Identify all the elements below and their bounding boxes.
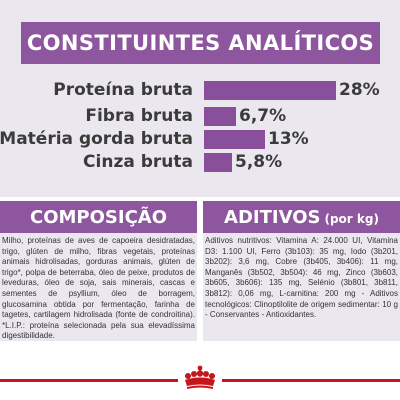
analytics-row-fat: Matéria gorda bruta 13% — [0, 127, 400, 152]
value-bar — [204, 81, 336, 100]
additives-title-text: ADITIVOS — [224, 206, 321, 228]
analytics-title: CONSTITUINTES ANALÍTICOS — [26, 31, 375, 55]
row-value: 28% — [339, 80, 380, 100]
additives-title: ADITIVOS (por kg) — [224, 207, 379, 228]
row-label: Proteína bruta — [53, 80, 193, 100]
additives-header: ADITIVOS (por kg) — [203, 201, 400, 233]
analytics-row-fiber: Fibra bruta 6,7% — [0, 104, 400, 129]
row-label: Fibra bruta — [85, 106, 193, 126]
composition-panel: COMPOSIÇÃO Milho, proteínas de aves de c… — [0, 201, 197, 341]
analytics-row-ash: Cinza bruta 5,8% — [0, 150, 400, 175]
value-bar — [204, 107, 236, 126]
row-label: Matéria gorda bruta — [0, 129, 193, 149]
row-value: 6,7% — [239, 106, 287, 126]
composition-text: Milho, proteínas de aves de capoeira des… — [2, 236, 195, 341]
additives-text: Aditivos nutritivos: Vitamina A: 24.000 … — [205, 236, 398, 320]
crown-logo-icon — [178, 363, 222, 395]
analytics-row-protein: Proteína bruta 28% — [0, 78, 400, 103]
composition-title: COMPOSIÇÃO — [29, 206, 168, 228]
additives-unit: (por kg) — [324, 211, 379, 226]
row-value: 13% — [268, 129, 309, 149]
row-label: Cinza bruta — [83, 152, 193, 172]
additives-panel: ADITIVOS (por kg) Aditivos nutritivos: Vi… — [203, 201, 400, 341]
row-value: 5,8% — [235, 152, 283, 172]
composition-header: COMPOSIÇÃO — [0, 201, 197, 233]
analytics-panel: CONSTITUINTES ANALÍTICOS Proteína bruta … — [0, 0, 400, 197]
analytics-header: CONSTITUINTES ANALÍTICOS — [21, 22, 380, 64]
value-bar — [204, 130, 265, 149]
value-bar — [204, 153, 232, 172]
